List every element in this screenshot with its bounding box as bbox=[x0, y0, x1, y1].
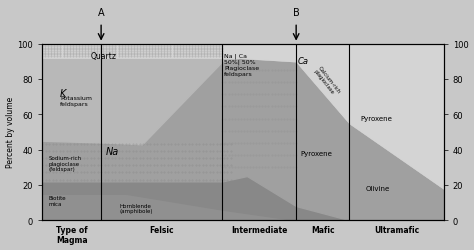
Text: Olivine: Olivine bbox=[366, 186, 390, 192]
Text: Potassium
feldspars: Potassium feldspars bbox=[60, 96, 92, 106]
Text: K: K bbox=[60, 88, 66, 98]
Text: Calcium-rich
plagioclase: Calcium-rich plagioclase bbox=[312, 66, 342, 98]
Text: Sodium-rich
plagioclase
(feldspar): Sodium-rich plagioclase (feldspar) bbox=[49, 155, 82, 172]
Text: Biotite
mica: Biotite mica bbox=[49, 196, 66, 206]
Text: A: A bbox=[98, 8, 104, 18]
Text: Quartz: Quartz bbox=[91, 52, 117, 60]
Text: Pyroxene: Pyroxene bbox=[360, 115, 392, 121]
Text: Na: Na bbox=[106, 146, 119, 156]
Y-axis label: Percent by volume: Percent by volume bbox=[6, 97, 15, 168]
Text: Pyroxene: Pyroxene bbox=[300, 150, 332, 156]
Text: B: B bbox=[293, 8, 300, 18]
Text: Ca: Ca bbox=[298, 57, 309, 66]
Text: Hornblende
(amphibole): Hornblende (amphibole) bbox=[120, 203, 154, 213]
Text: Na | Ca
50%| 50%
Plagioclase
feldspars: Na | Ca 50%| 50% Plagioclase feldspars bbox=[224, 53, 259, 76]
